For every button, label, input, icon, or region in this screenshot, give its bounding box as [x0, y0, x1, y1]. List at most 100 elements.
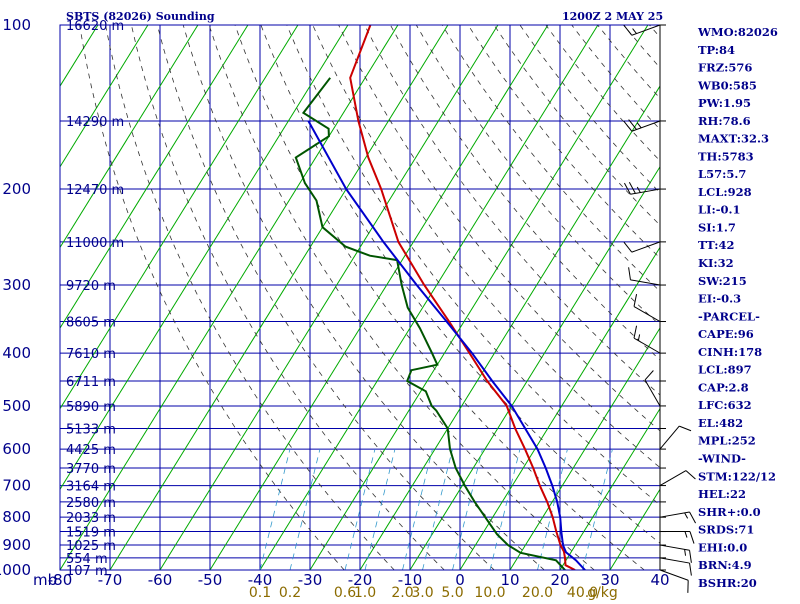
isotherm-line [0, 25, 298, 570]
isotherm-line [310, 25, 648, 570]
stat-item: TT:42 [698, 238, 735, 252]
isotherm-line [760, 25, 800, 570]
wind-barb-shaft [660, 471, 686, 486]
isotherm-line [260, 25, 598, 570]
dry-adiabat-line [209, 25, 594, 570]
wind-barb-shaft [630, 280, 660, 285]
stat-item: EI:-0.3 [698, 292, 741, 306]
wind-barb [624, 242, 660, 252]
stat-item: EL:482 [698, 416, 743, 430]
stat-item: CINH:178 [698, 345, 762, 359]
stat-item: -WIND- [698, 451, 746, 465]
mixing-ratio-label: 0.2 [279, 585, 301, 600]
height-label: 14290 m [66, 115, 124, 130]
wind-barb-half [637, 123, 641, 128]
labels-layer: 1002003004005006007008009001000mb-80-70-… [0, 16, 670, 600]
wind-barbs-layer [624, 25, 696, 593]
wind-barb-shaft [660, 558, 690, 563]
temperature-tick-label: 40 [650, 571, 669, 589]
isotherm-line [560, 25, 800, 570]
chart-title: SBTS (82026) Sounding [66, 10, 215, 23]
stat-item: SI:1.7 [698, 220, 736, 234]
stat-item: MAXT:32.3 [698, 132, 769, 146]
pressure-tick-label: 300 [2, 276, 31, 294]
pressure-tick-label: 100 [2, 16, 31, 34]
wind-barb [629, 267, 660, 285]
isotherm-line [10, 25, 348, 570]
mixing-ratio-label: 5.0 [441, 585, 463, 600]
wind-barb-flag [679, 426, 691, 431]
wind-barb-flag [624, 242, 632, 252]
stat-item: LCL:928 [698, 185, 752, 199]
stat-item: PW:1.95 [698, 96, 751, 110]
stat-item: FRZ:576 [698, 61, 752, 75]
height-label: 4425 m [66, 443, 116, 458]
mixing-ratio-line [290, 449, 320, 570]
mixing-ratio-label: 3.0 [411, 585, 433, 600]
pressure-tick-label: 600 [2, 440, 31, 458]
wind-barb-shaft [660, 426, 679, 449]
series-layer [296, 25, 585, 570]
height-label: 7610 m [66, 347, 116, 362]
stat-item: WMO:82026 [697, 25, 778, 39]
height-label: 11000 m [66, 236, 124, 251]
stat-item: TH:5783 [698, 149, 754, 163]
mixing-ratio-label: 10.0 [474, 585, 505, 600]
dry-adiabat-line [235, 25, 644, 570]
pressure-tick-label: 900 [2, 536, 31, 554]
isotherm-line [110, 25, 448, 570]
mixing-ratio-line [403, 449, 433, 570]
stat-item: EHI:0.0 [698, 540, 747, 554]
dry-adiabat-line [546, 25, 800, 570]
stat-item: STM:122/12 [698, 469, 776, 483]
stat-item: L57:5.7 [698, 167, 746, 181]
wind-barb-flag [624, 25, 632, 35]
pressure-tick-label: 1000 [0, 561, 31, 579]
mixing-ratio-line [453, 449, 483, 570]
mixing-ratio-label: g/kg [587, 585, 618, 600]
height-label: 5133 m [66, 422, 116, 437]
mixing-ratio-label: 0.1 [249, 585, 271, 600]
height-label: 5890 m [66, 400, 116, 415]
pressure-tick-label: 700 [2, 477, 31, 495]
wind-barb-half [633, 29, 637, 34]
wind-barb-flag [629, 267, 631, 280]
wind-barb-flag [686, 471, 695, 479]
temperature-tick-label: -60 [148, 571, 173, 589]
wind-barb-half [685, 532, 687, 538]
pressure-tick-label: 800 [2, 508, 31, 526]
series-line-temperature [350, 25, 575, 570]
wind-barb-half [638, 334, 639, 340]
mixing-ratio-line [490, 449, 520, 570]
wind-barb [660, 471, 695, 486]
mixing-ratio-label: 0.6 [334, 585, 356, 600]
stat-item: BSHR:20 [698, 576, 757, 590]
stat-item: BRN:4.9 [698, 558, 752, 572]
height-label: 6711 m [66, 375, 116, 390]
wind-barb-shaft [634, 307, 660, 322]
stat-item: RH:78.6 [698, 114, 751, 128]
series-line-dewpoint [296, 78, 565, 570]
dry-adiabat-line [80, 25, 345, 570]
stat-item: CAP:2.8 [698, 380, 749, 394]
stat-item: SHR+:0.0 [698, 505, 761, 519]
wind-barb-half [685, 549, 686, 555]
wind-barb-flag [690, 563, 692, 576]
height-label: 2033 m [66, 511, 116, 526]
stat-item: KI:32 [698, 256, 734, 270]
dry-adiabat-line [106, 25, 395, 570]
wind-barb-flag [645, 370, 653, 379]
height-label: 3164 m [66, 480, 116, 495]
wind-barb-flag [690, 550, 692, 563]
wind-barb [660, 532, 694, 544]
temperature-tick-label: -50 [198, 571, 223, 589]
wind-barb-flag [634, 326, 637, 338]
height-label: 2580 m [66, 496, 116, 511]
wind-barb [634, 294, 660, 321]
stat-item: CAPE:96 [698, 327, 754, 341]
stat-item: WB0:585 [697, 78, 757, 92]
mixing-ratio-line [260, 449, 290, 570]
height-label: 3770 m [66, 462, 116, 477]
isotherm-line [160, 25, 498, 570]
